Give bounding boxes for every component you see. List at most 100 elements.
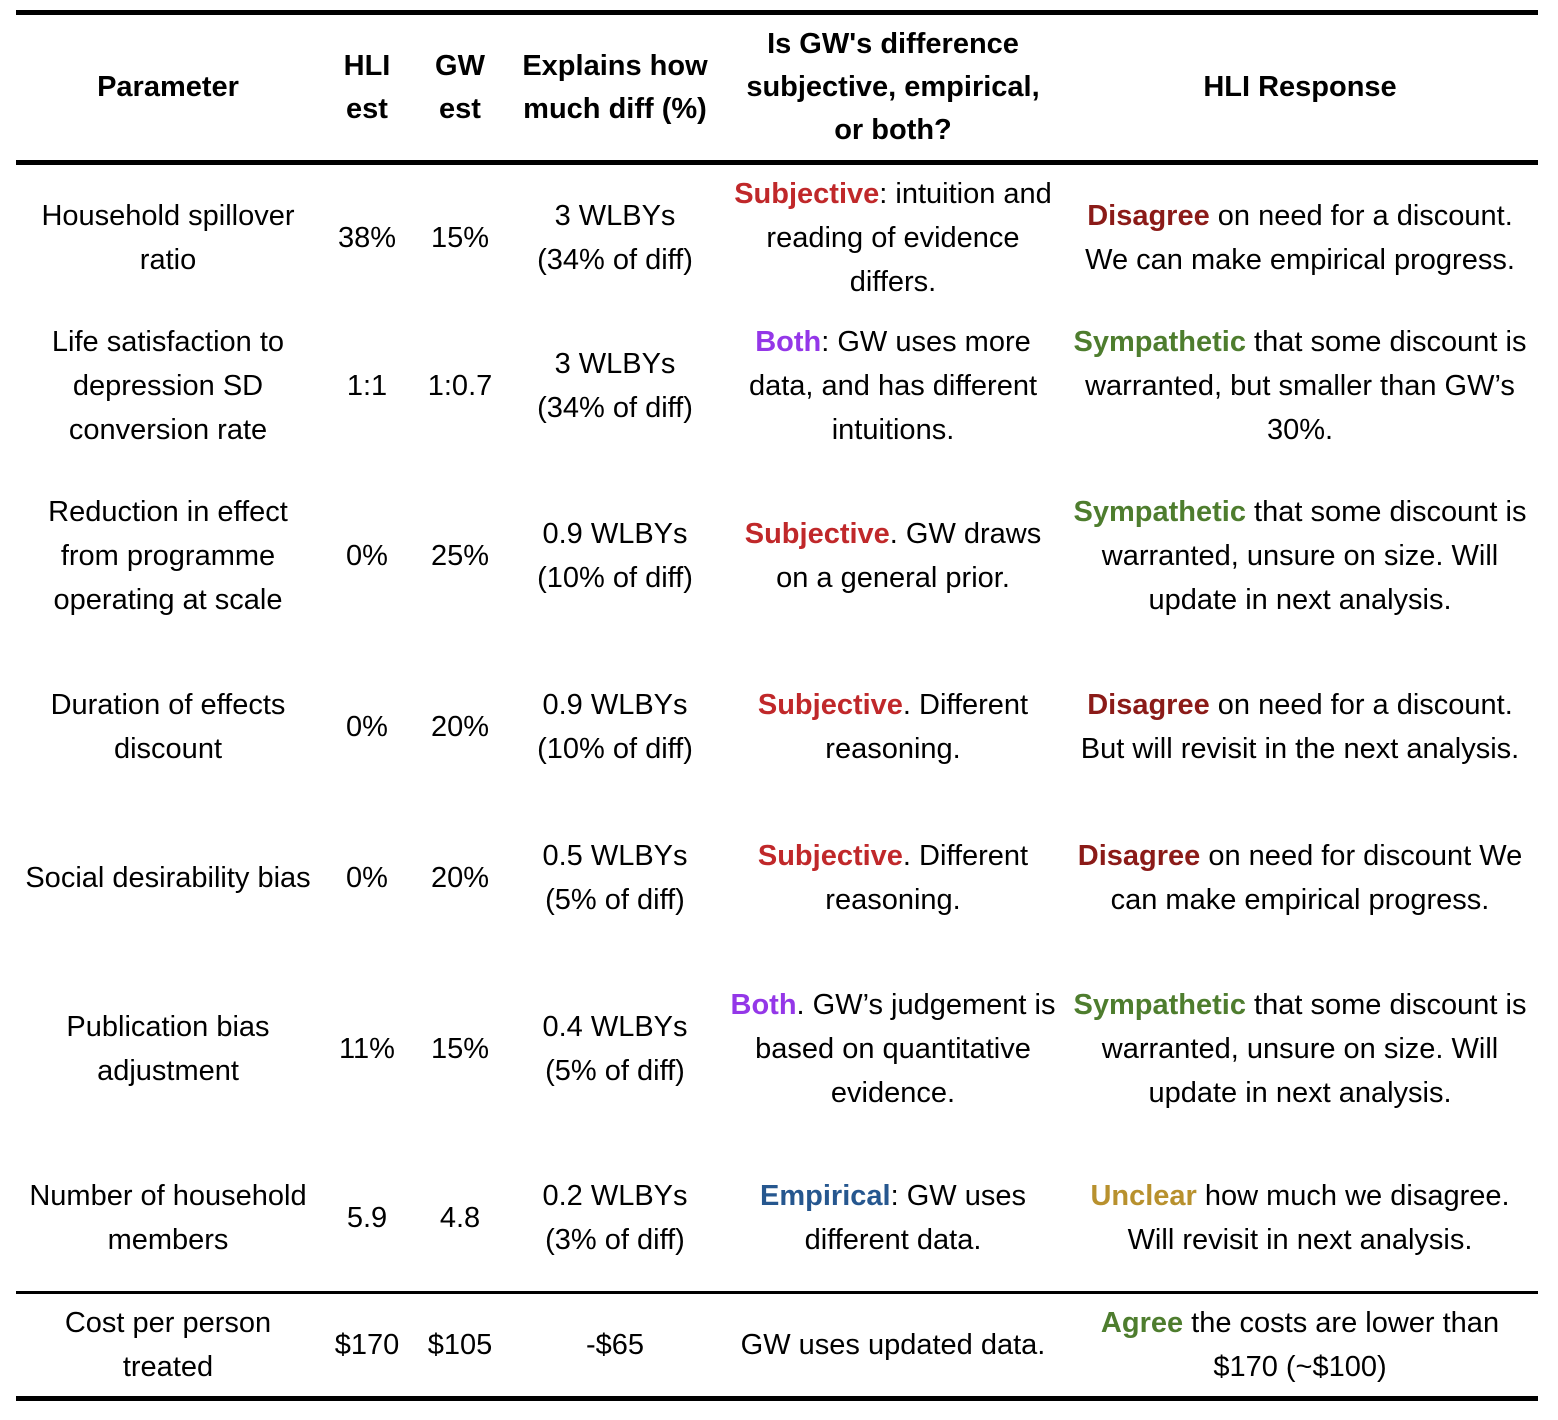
response-text: the costs are lower than $170 (~$100) <box>1183 1307 1500 1383</box>
explains-wlbys: 0.9 WLBYs <box>542 688 688 721</box>
cell-gw-est: 20% <box>430 861 490 894</box>
explains-share: (10% of diff) <box>537 732 693 765</box>
explains-wlbys: 0.5 WLBYs <box>542 839 688 872</box>
header-difference-type: Is GW's difference subjective, empirical… <box>746 28 1040 146</box>
cell-difference: Subjective. GW draws on a general prior. <box>724 461 1062 651</box>
cell-gw-est: 20% <box>430 710 490 743</box>
response-text: that some discount is warranted, unsure … <box>1101 495 1527 616</box>
cell-parameter: Social desirability bias <box>25 861 311 894</box>
cell-explains: 3 WLBYs (34% of diff) <box>506 311 724 461</box>
cell-hli-est: 5.9 <box>346 1201 388 1234</box>
cell-hli-est: 11% <box>339 1032 395 1065</box>
explains-wlbys: 0.9 WLBYs <box>542 517 688 550</box>
cell-parameter: Number of household members <box>29 1179 307 1256</box>
table-row: Household spillover ratio 38% 15% 3 WLBYs (3… <box>16 163 1538 311</box>
table-body: Household spillover ratio 38% 15% 3 WLBYs (3… <box>16 163 1538 1399</box>
cell-parameter: Duration of effects discount <box>50 688 286 765</box>
response-keyword: Agree <box>1100 1307 1184 1339</box>
response-text: on need for a discount. We can make empi… <box>1085 199 1515 276</box>
cell-explains: 3 WLBYs (34% of diff) <box>506 163 724 311</box>
cell-difference: GW uses updated data. <box>740 1329 1046 1361</box>
cell-difference: Both. GW’s judgement is based on quantit… <box>724 953 1062 1145</box>
cell-explains: -$65 <box>585 1329 645 1361</box>
cell-difference: Subjective. Different reasoning. <box>724 651 1062 803</box>
cell-hli-est: 38% <box>337 221 397 254</box>
cell-parameter: Household spillover ratio <box>41 199 295 276</box>
difference-text: : GW uses more data, and has different i… <box>748 325 1038 446</box>
cell-hli-est: 0% <box>346 861 388 894</box>
header-explains: Explains how much diff (%) <box>522 49 708 125</box>
difference-keyword: Empirical <box>760 1179 891 1212</box>
cell-parameter: Publication bias adjustment <box>66 1010 270 1087</box>
table-row: Social desirability bias 0% 20% 0.5 WLBYs (5… <box>16 803 1538 953</box>
response-keyword: Sympathetic <box>1073 988 1246 1021</box>
response-text: that some discount is warranted, unsure … <box>1101 988 1527 1109</box>
response-keyword: Disagree <box>1087 688 1210 721</box>
explains-share: (10% of diff) <box>537 561 693 594</box>
cell-explains: 0.2 WLBYs (3% of diff) <box>506 1145 724 1293</box>
difference-keyword: Both <box>730 988 797 1021</box>
cell-response: Disagree on need for a discount. But wil… <box>1062 651 1538 803</box>
explains-share: (34% of diff) <box>537 391 693 424</box>
explains-wlbys: 0.4 WLBYs <box>542 1010 688 1043</box>
response-keyword: Disagree <box>1087 199 1210 232</box>
header-hli-est: HLI est <box>343 49 391 125</box>
table-row: Life satisfaction to depression SD conve… <box>16 311 1538 461</box>
cell-response: Disagree on need for a discount. We can … <box>1062 163 1538 311</box>
cell-explains: 0.4 WLBYs (5% of diff) <box>506 953 724 1145</box>
cell-gw-est: 25% <box>430 539 490 572</box>
cell-response: Sympathetic that some discount is warran… <box>1062 461 1538 651</box>
cell-response: Sympathetic that some discount is warran… <box>1062 953 1538 1145</box>
cell-parameter: Life satisfaction to depression SD conve… <box>51 325 285 446</box>
cell-response: Disagree on need for discount We can mak… <box>1062 803 1538 953</box>
table-row: Duration of effects discount 0% 20% 0.9 WLB… <box>16 651 1538 803</box>
cell-response: Unclear how much we disagree. Will revis… <box>1062 1145 1538 1293</box>
table-row: Reduction in effect from programme opera… <box>16 461 1538 651</box>
cell-gw-est: 1:0.7 <box>427 369 493 402</box>
cell-explains: 0.9 WLBYs (10% of diff) <box>506 651 724 803</box>
table-row: Number of household members 5.9 4.8 0.2 WLB… <box>16 1145 1538 1293</box>
cell-explains: 0.9 WLBYs (10% of diff) <box>506 461 724 651</box>
explains-wlbys: 0.2 WLBYs <box>542 1179 688 1212</box>
explains-wlbys: 3 WLBYs <box>554 199 676 232</box>
difference-text: . Different reasoning. <box>825 839 1029 916</box>
difference-text: : intuition and reading of evidence diff… <box>766 177 1052 298</box>
cell-gw-est: 15% <box>430 221 490 254</box>
difference-text: : GW uses different data. <box>804 1179 1026 1256</box>
cell-gw-est: 4.8 <box>439 1201 481 1234</box>
cell-difference: Subjective. Different reasoning. <box>724 803 1062 953</box>
total-row: Cost per person treated $170 $105 -$65 G… <box>16 1292 1538 1399</box>
cell-difference: Both: GW uses more data, and has differe… <box>724 311 1062 461</box>
response-keyword: Disagree <box>1077 839 1201 872</box>
explains-share: (3% of diff) <box>545 1223 685 1256</box>
difference-text: . Different reasoning. <box>825 688 1029 765</box>
cell-parameter: Reduction in effect from programme opera… <box>48 495 288 616</box>
difference-keyword: Subjective <box>757 688 903 721</box>
difference-keyword: Subjective <box>734 177 880 210</box>
difference-text: . GW draws on a general prior. <box>776 517 1042 594</box>
difference-keyword: Subjective <box>744 517 890 550</box>
difference-keyword: Both <box>755 325 822 358</box>
response-text: that some discount is warranted, but sma… <box>1085 325 1527 446</box>
table-header: Parameter HLI est GW est Explains how mu… <box>16 12 1538 163</box>
cell-gw-est: $105 <box>427 1329 493 1361</box>
response-keyword: Sympathetic <box>1073 495 1246 528</box>
explains-share: (5% of diff) <box>545 883 685 916</box>
cell-response: Agree the costs are lower than $170 (~$1… <box>1062 1293 1538 1399</box>
header-gw-est: GW est <box>435 49 485 125</box>
response-text: how much we disagree. Will revisit in ne… <box>1127 1179 1510 1256</box>
cell-parameter: Cost per person treated <box>64 1307 272 1383</box>
cell-explains: 0.5 WLBYs (5% of diff) <box>506 803 724 953</box>
header-parameter: Parameter <box>97 71 239 103</box>
cell-hli-est: 1:1 <box>346 369 388 402</box>
explains-wlbys: 3 WLBYs <box>554 347 676 380</box>
cell-difference: Empirical: GW uses different data. <box>724 1145 1062 1293</box>
header-hli-response: HLI Response <box>1203 71 1397 103</box>
response-text: on need for a discount. But will revisit… <box>1080 688 1520 765</box>
comparison-table: Parameter HLI est GW est Explains how mu… <box>16 10 1538 1401</box>
response-keyword: Unclear <box>1090 1179 1197 1212</box>
response-keyword: Sympathetic <box>1073 325 1246 358</box>
cell-difference: Subjective: intuition and reading of evi… <box>724 163 1062 311</box>
cell-hli-est: $170 <box>334 1329 400 1361</box>
difference-text: . GW’s judgement is based on quantitativ… <box>755 988 1056 1109</box>
